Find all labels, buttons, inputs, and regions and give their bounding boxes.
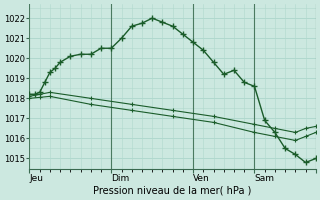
X-axis label: Pression niveau de la mer( hPa ): Pression niveau de la mer( hPa ) bbox=[93, 186, 252, 196]
